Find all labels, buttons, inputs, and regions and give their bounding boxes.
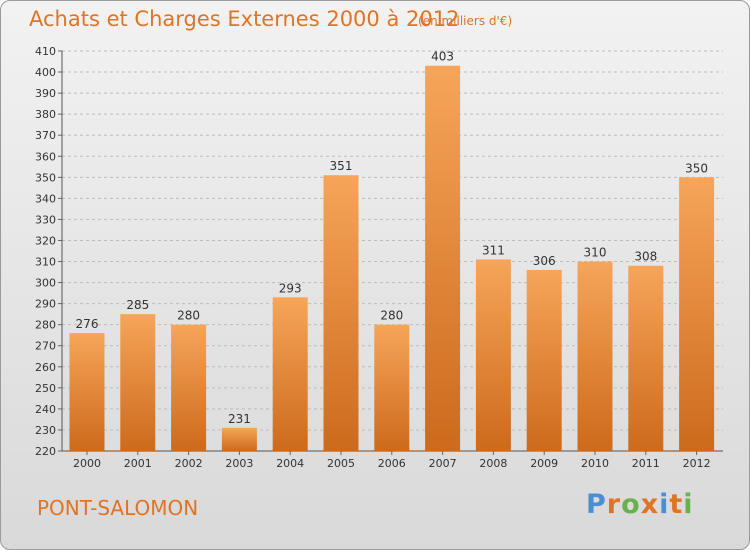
data-label: 293 <box>279 281 302 295</box>
bar-2002 <box>171 324 207 451</box>
data-label: 311 <box>482 243 505 257</box>
logo-letter: o <box>621 489 641 520</box>
x-tick-labels: 2000 2001 2002 2003 2004 2005 2006 2007 2008 2009… <box>73 457 711 470</box>
chart-unit: (en milliers d'€) <box>418 14 513 28</box>
x-tick-label: 2001 <box>124 457 152 470</box>
logo-letter: t <box>669 489 684 520</box>
y-tick-label: 220 <box>35 445 56 458</box>
y-tick-label: 310 <box>35 256 56 269</box>
bar-2012 <box>679 177 715 451</box>
y-tick-label: 410 <box>35 45 56 58</box>
x-tick-label: 2003 <box>225 457 253 470</box>
x-tick-label: 2004 <box>276 457 304 470</box>
bar-2004 <box>272 297 308 451</box>
data-label: 231 <box>228 412 251 426</box>
logo-letter: P <box>586 489 607 520</box>
data-label: 276 <box>76 317 99 331</box>
y-tick-labels: 220 230 240 250 260 270 280 290 300 310 320 330 340 3… <box>35 45 56 458</box>
bar-2007 <box>425 65 461 451</box>
data-label: 350 <box>685 161 708 175</box>
logo-letter: x <box>640 489 660 520</box>
x-tick-label: 2000 <box>73 457 101 470</box>
y-tick-label: 230 <box>35 424 56 437</box>
bar-2011 <box>628 265 664 451</box>
y-tick-label: 250 <box>35 382 56 395</box>
x-tick-label: 2005 <box>327 457 355 470</box>
data-label: 280 <box>380 309 403 323</box>
data-label: 310 <box>584 246 607 260</box>
y-tick-label: 390 <box>35 87 56 100</box>
x-tick-label: 2008 <box>479 457 507 470</box>
x-tick-label: 2006 <box>378 457 406 470</box>
bar-2000 <box>69 333 105 451</box>
bars <box>69 65 715 452</box>
y-tick-label: 350 <box>35 171 56 184</box>
bar-2003 <box>221 427 257 451</box>
x-tick-label: 2002 <box>175 457 203 470</box>
y-tick-label: 400 <box>35 66 56 79</box>
y-tick-label: 340 <box>35 192 56 205</box>
data-label: 351 <box>330 159 353 173</box>
y-tick-label: 280 <box>35 319 56 332</box>
bar-2009 <box>526 269 562 451</box>
y-tick-label: 330 <box>35 213 56 226</box>
data-labels: 276 285 280 231 293 351 280 403 311 306 310 308 350 <box>76 50 709 426</box>
data-label: 403 <box>431 50 454 64</box>
bar-2001 <box>120 314 156 451</box>
x-tick-label: 2009 <box>530 457 558 470</box>
bar-2005 <box>323 175 359 452</box>
y-tick-label: 290 <box>35 298 56 311</box>
y-tick-label: 300 <box>35 277 56 290</box>
y-tick-label: 360 <box>35 150 56 163</box>
data-label: 308 <box>634 250 657 264</box>
y-tick-label: 370 <box>35 129 56 142</box>
data-label: 285 <box>126 298 149 312</box>
bar-2006 <box>374 324 410 451</box>
bar-2010 <box>577 261 613 451</box>
commune-name: PONT-SALOMON <box>37 496 199 520</box>
y-tick-label: 270 <box>35 340 56 353</box>
y-tick-label: 260 <box>35 361 56 374</box>
data-label: 306 <box>533 254 556 268</box>
proxiti-logo: Proxiti <box>586 489 694 520</box>
data-label: 280 <box>177 309 200 323</box>
y-tick-label: 240 <box>35 403 56 416</box>
y-tick-label: 320 <box>35 234 56 247</box>
y-tick-label: 380 <box>35 108 56 121</box>
logo-letter: r <box>606 489 622 520</box>
x-tick-label: 2007 <box>429 457 457 470</box>
logo-letter: i <box>683 489 694 520</box>
x-tick-label: 2010 <box>581 457 609 470</box>
x-tick-label: 2011 <box>632 457 660 470</box>
logo-letter: i <box>659 489 670 520</box>
chart-title: Achats et Charges Externes 2000 à 2012 <box>29 7 460 31</box>
x-tick-label: 2012 <box>683 457 711 470</box>
bar-2008 <box>475 259 511 451</box>
